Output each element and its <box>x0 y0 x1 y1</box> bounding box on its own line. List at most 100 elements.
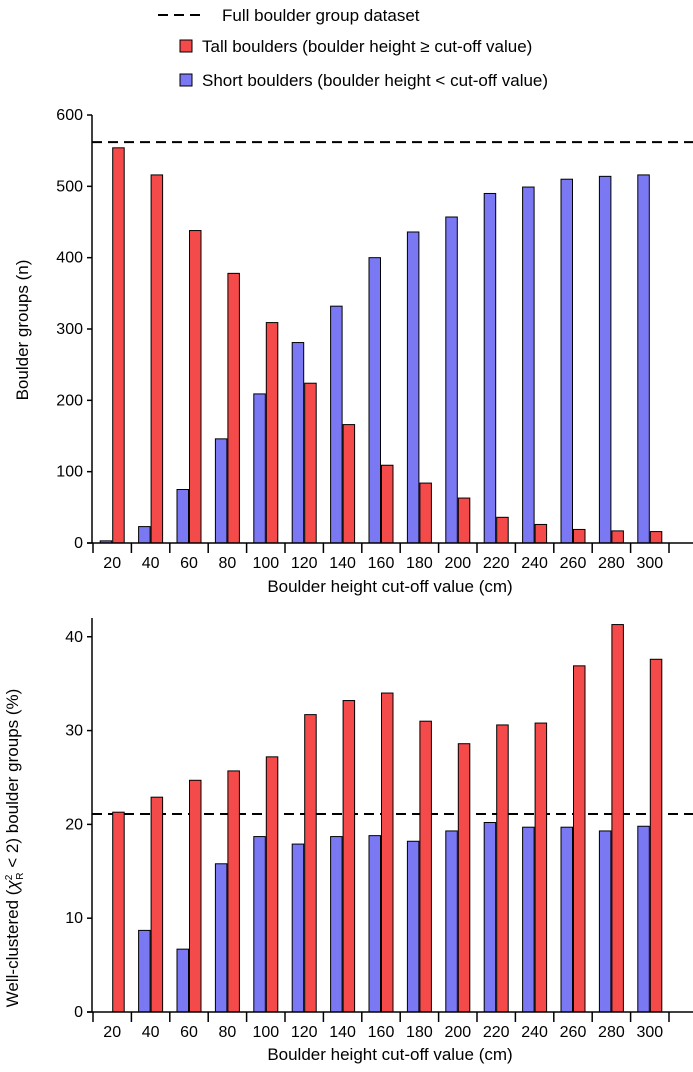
y-tick-label: 30 <box>65 723 83 740</box>
bar-tall-260 <box>573 665 586 1013</box>
bar-tall-100 <box>265 756 279 1013</box>
x-tick-label: 240 <box>521 1024 548 1041</box>
x-tick-label: 200 <box>444 555 471 572</box>
legend-swatch-tall <box>179 39 193 53</box>
y-tick-label: 600 <box>56 107 83 124</box>
bar-tall-260 <box>573 528 586 544</box>
bar-short-60 <box>176 948 189 1013</box>
bar-short-200 <box>445 830 458 1013</box>
x-tick-label: 300 <box>636 1024 663 1041</box>
x-tick-label: 20 <box>103 1024 121 1041</box>
bar-short-40 <box>138 526 151 544</box>
x-axis-title-bottom: Boulder height cut-off value (cm) <box>267 1045 512 1064</box>
x-tick-label: 280 <box>598 555 625 572</box>
x-tick-label: 220 <box>483 1024 510 1041</box>
bar-tall-40 <box>150 796 164 1013</box>
y-tick-label: 200 <box>56 392 83 409</box>
y-axis-title-sup: 2 <box>4 874 15 880</box>
bar-short-240 <box>522 826 535 1013</box>
bar-tall-180 <box>419 720 432 1013</box>
bar-short-180 <box>406 231 420 544</box>
bar-tall-120 <box>304 714 317 1013</box>
bar-short-100 <box>253 836 266 1013</box>
y-tick-label: 0 <box>74 1004 83 1021</box>
x-tick-label: 160 <box>368 1024 395 1041</box>
x-tick-label: 40 <box>142 1024 160 1041</box>
bar-short-160 <box>368 835 381 1013</box>
y-axis-title-sub: R <box>15 872 26 879</box>
bar-tall-140 <box>342 700 356 1013</box>
bar-tall-300 <box>649 531 663 544</box>
y-tick-label: 0 <box>74 535 83 552</box>
bar-short-40 <box>138 929 151 1013</box>
bar-short-220 <box>483 822 497 1013</box>
x-tick-label: 140 <box>329 1024 356 1041</box>
bar-short-220 <box>483 192 497 544</box>
y-axis-title-chi: χ <box>3 880 22 892</box>
legend-label-short: Short boulders (boulder height < cut-off… <box>202 71 548 90</box>
bar-short-260 <box>560 178 573 544</box>
x-tick-label: 200 <box>444 1024 471 1041</box>
x-tick-label: 60 <box>180 1024 198 1041</box>
bar-tall-20 <box>112 811 125 1013</box>
bar-tall-280 <box>611 624 624 1013</box>
bar-short-200 <box>445 216 458 544</box>
legend: Full boulder group dataset Tall boulders… <box>158 6 548 90</box>
y-axis-title-post: < 2) boulder groups (%) <box>3 689 22 873</box>
bar-tall-20 <box>112 147 125 544</box>
x-tick-label: 80 <box>219 1024 237 1041</box>
bar-short-140 <box>330 305 343 544</box>
bar-tall-300 <box>649 658 663 1013</box>
bar-tall-280 <box>611 530 624 544</box>
x-tick-label: 160 <box>368 555 395 572</box>
bar-tall-200 <box>457 497 471 544</box>
x-tick-label: 120 <box>291 1024 318 1041</box>
bar-tall-240 <box>534 523 548 544</box>
x-axis-title-top: Boulder height cut-off value (cm) <box>267 577 512 596</box>
bar-short-260 <box>560 826 573 1013</box>
bar-tall-120 <box>304 382 317 544</box>
bar-short-240 <box>522 186 535 544</box>
bar-tall-240 <box>534 722 548 1013</box>
x-tick-label: 260 <box>560 555 587 572</box>
legend-label-tall: Tall boulders (boulder height ≥ cut-off … <box>202 37 532 56</box>
bar-short-60 <box>176 489 189 544</box>
x-tick-label: 100 <box>252 1024 279 1041</box>
bar-short-180 <box>406 840 420 1013</box>
bar-tall-160 <box>381 464 394 544</box>
y-tick-label: 40 <box>65 629 83 646</box>
x-tick-label: 40 <box>142 555 160 572</box>
x-tick-label: 180 <box>406 555 433 572</box>
bar-short-160 <box>368 257 381 544</box>
bar-short-120 <box>291 342 305 544</box>
x-tick-label: 120 <box>291 555 318 572</box>
x-tick-label: 280 <box>598 1024 625 1041</box>
bar-short-280 <box>598 175 612 544</box>
bar-tall-100 <box>265 322 279 544</box>
y-axis-title-bottom: Well-clustered (χ2R < 2) boulder groups … <box>3 689 26 1008</box>
chart-well-clustered: Well-clustered (χ2R < 2) boulder groups … <box>3 618 693 1064</box>
bar-tall-80 <box>227 272 240 544</box>
bar-tall-200 <box>457 743 471 1013</box>
x-tick-label: 220 <box>483 555 510 572</box>
bar-tall-60 <box>189 779 202 1013</box>
y-tick-label: 300 <box>56 321 83 338</box>
bar-tall-220 <box>496 516 509 544</box>
x-tick-label: 300 <box>636 555 663 572</box>
legend-swatch-short <box>179 73 193 87</box>
legend-label-full: Full boulder group dataset <box>222 6 420 25</box>
y-tick-label: 10 <box>65 910 83 927</box>
x-tick-label: 100 <box>252 555 279 572</box>
x-tick-label: 240 <box>521 555 548 572</box>
y-axis-title-pre: Well-clustered ( <box>3 889 22 1007</box>
y-tick-label: 500 <box>56 178 83 195</box>
bar-short-120 <box>291 843 305 1013</box>
y-tick-label: 400 <box>56 250 83 267</box>
bar-tall-140 <box>342 424 356 544</box>
bar-short-80 <box>214 438 228 544</box>
x-tick-label: 20 <box>103 555 121 572</box>
bar-short-300 <box>637 174 650 544</box>
x-tick-label: 260 <box>560 1024 587 1041</box>
bar-tall-180 <box>419 482 432 544</box>
